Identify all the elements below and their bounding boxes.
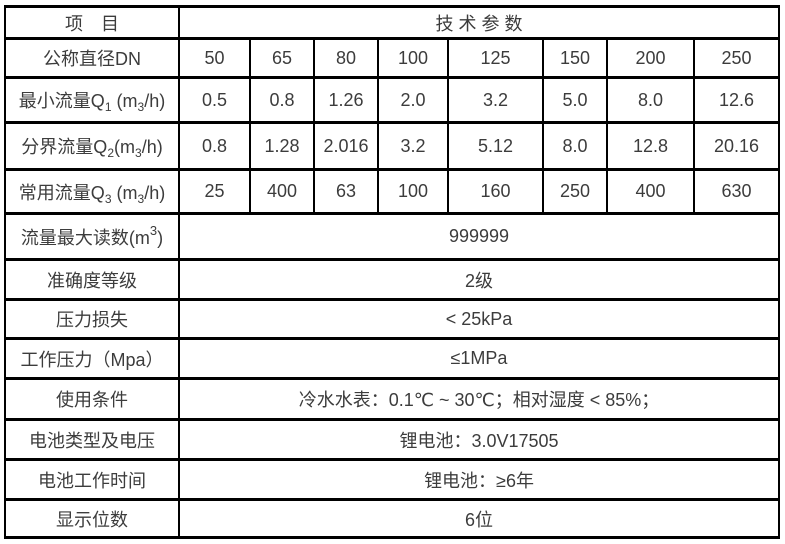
display-digits-row: 显示位数 6位	[4, 498, 781, 539]
row-label-q2: 分界流量Q2(m3/h)	[4, 121, 180, 171]
q2-value-cell: 0.8	[178, 121, 251, 171]
row-label-battery-life: 电池工作时间	[4, 458, 180, 501]
q3-value-cell: 25	[178, 168, 251, 215]
max-reading-value-cell: 999999	[177, 212, 781, 261]
usage-conditions-row: 使用条件 冷水水表：0.1℃ ~ 30℃；相对湿度 < 85%；	[4, 377, 781, 421]
q1-value-cell: 8.0	[606, 76, 695, 124]
q2-value-cell: 3.2	[377, 121, 449, 171]
accuracy-value-cell: 2级	[177, 258, 781, 301]
q1-value-cell: 0.5	[178, 76, 251, 124]
q2-value-cell: 5.12	[447, 121, 544, 171]
q3-value-cell: 400	[249, 168, 315, 215]
battery-life-row: 电池工作时间 锂电池：≥6年	[4, 458, 781, 501]
q3-value-cell: 100	[377, 168, 449, 215]
q1-value-cell: 12.6	[692, 76, 781, 124]
row-label-accuracy: 准确度等级	[4, 258, 180, 301]
spec-table: 项 目 技 术 参 数 公称直径DN 50 65 80 100 125 150 …	[4, 5, 781, 539]
header-params-cell: 技 术 参 数	[177, 5, 781, 40]
header-row: 项 目 技 术 参 数	[4, 5, 781, 40]
q3-value-cell: 630	[692, 168, 781, 215]
dn-value-cell: 250	[692, 37, 781, 79]
dn-row: 公称直径DN 50 65 80 100 125 150 200 250	[4, 37, 781, 79]
q2-value-cell: 20.16	[692, 121, 781, 171]
row-label-q1: 最小流量Q1 (m3/h)	[4, 76, 180, 124]
row-label-display-digits: 显示位数	[4, 498, 180, 539]
q1-value-cell: 1.26	[313, 76, 379, 124]
q2-row: 分界流量Q2(m3/h) 0.8 1.28 2.016 3.2 5.12 8.0…	[4, 121, 781, 171]
q2-value-cell: 12.8	[606, 121, 695, 171]
q2-value-cell: 2.016	[313, 121, 379, 171]
q1-value-cell: 2.0	[377, 76, 449, 124]
working-pressure-value-cell: ≤1MPa	[177, 337, 781, 380]
max-reading-row: 流量最大读数(m3) 999999	[4, 212, 781, 261]
battery-type-row: 电池类型及电压 锂电池：3.0V17505	[4, 418, 781, 461]
row-label-max-reading: 流量最大读数(m3)	[4, 212, 180, 261]
row-label-q3: 常用流量Q3 (m3/h)	[4, 168, 180, 215]
q3-row: 常用流量Q3 (m3/h) 25 400 63 100 160 250 400 …	[4, 168, 781, 215]
dn-value-cell: 100	[377, 37, 449, 79]
row-label-battery-type: 电池类型及电压	[4, 418, 180, 461]
usage-conditions-value-cell: 冷水水表：0.1℃ ~ 30℃；相对湿度 < 85%；	[177, 377, 781, 421]
q3-value-cell: 400	[606, 168, 695, 215]
dn-value-cell: 50	[178, 37, 251, 79]
row-label-pressure-loss: 压力损失	[4, 298, 180, 340]
q3-value-cell: 63	[313, 168, 379, 215]
row-label-dn: 公称直径DN	[4, 37, 180, 79]
q2-value-cell: 8.0	[542, 121, 608, 171]
dn-value-cell: 200	[606, 37, 695, 79]
row-label-usage-conditions: 使用条件	[4, 377, 180, 421]
display-digits-value-cell: 6位	[177, 498, 781, 539]
working-pressure-row: 工作压力（Mpa） ≤1MPa	[4, 337, 781, 380]
battery-type-value-cell: 锂电池：3.0V17505	[177, 418, 781, 461]
battery-life-value-cell: 锂电池：≥6年	[177, 458, 781, 501]
dn-value-cell: 80	[313, 37, 379, 79]
dn-value-cell: 125	[447, 37, 544, 79]
q1-value-cell: 3.2	[447, 76, 544, 124]
pressure-loss-row: 压力损失 < 25kPa	[4, 298, 781, 340]
q3-value-cell: 160	[447, 168, 544, 215]
row-label-working-pressure: 工作压力（Mpa）	[4, 337, 180, 380]
pressure-loss-value-cell: < 25kPa	[177, 298, 781, 340]
dn-value-cell: 65	[249, 37, 315, 79]
dn-value-cell: 150	[542, 37, 608, 79]
header-item-cell: 项 目	[4, 5, 180, 40]
q1-value-cell: 5.0	[542, 76, 608, 124]
q1-value-cell: 0.8	[249, 76, 315, 124]
q1-row: 最小流量Q1 (m3/h) 0.5 0.8 1.26 2.0 3.2 5.0 8…	[4, 76, 781, 124]
q3-value-cell: 250	[542, 168, 608, 215]
accuracy-row: 准确度等级 2级	[4, 258, 781, 301]
q2-value-cell: 1.28	[249, 121, 315, 171]
